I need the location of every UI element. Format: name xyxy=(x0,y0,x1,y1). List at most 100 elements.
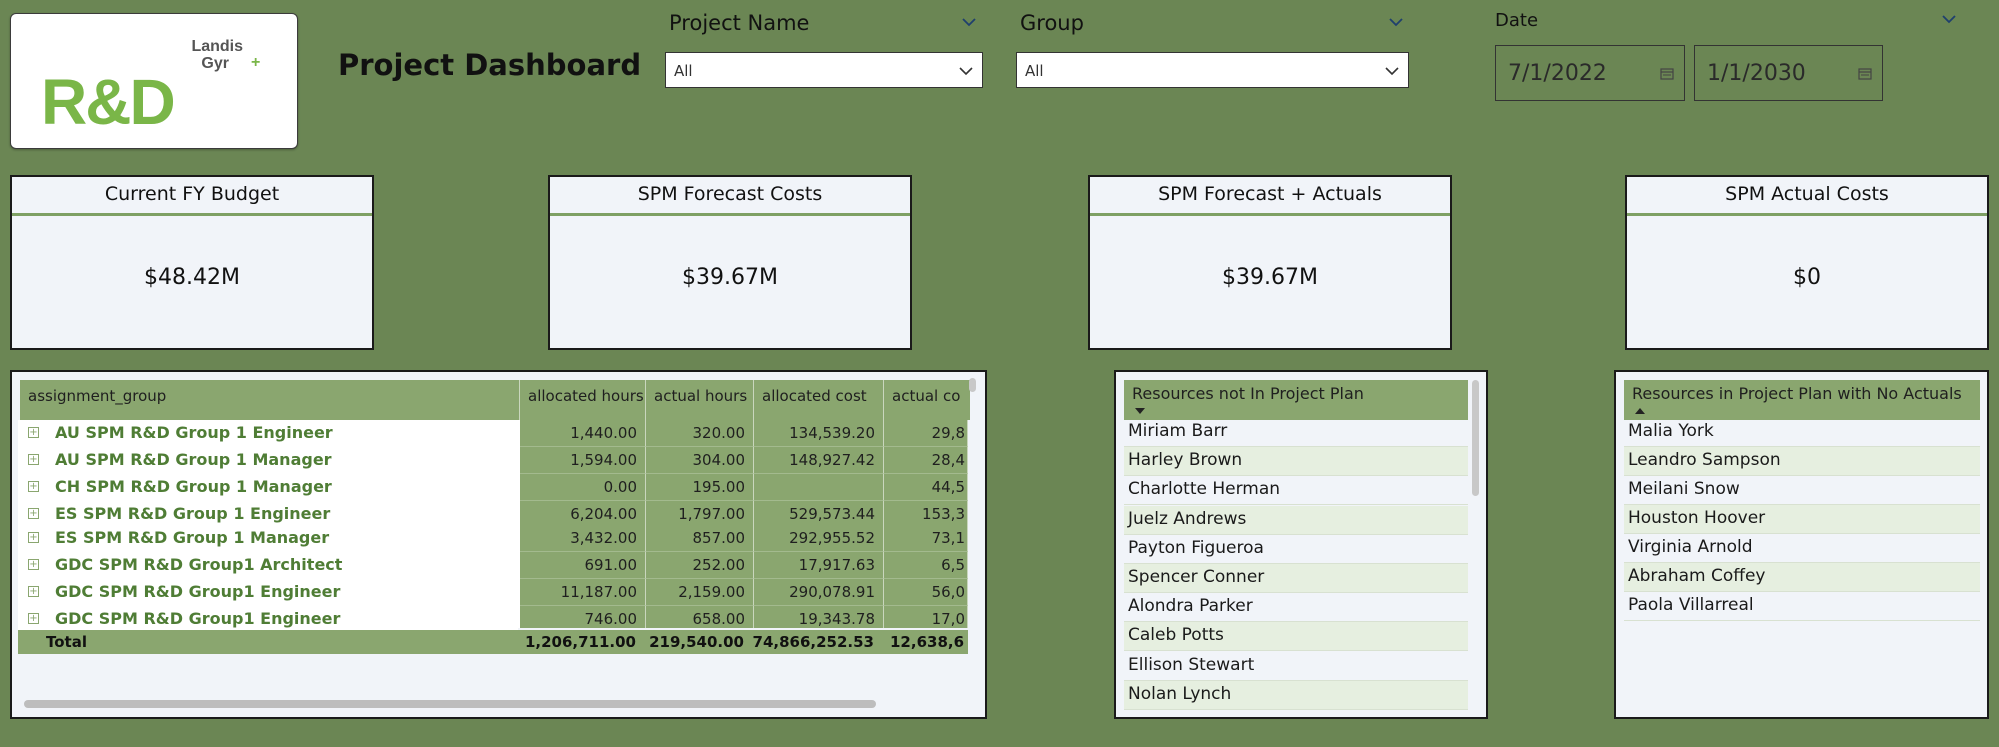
group-dropdown[interactable]: All xyxy=(1016,52,1409,88)
row-group-cell: + GDC SPM R&D Group1 Architect xyxy=(18,552,528,579)
list-vertical-scrollbar[interactable] xyxy=(1472,380,1479,496)
list-item[interactable]: Caleb Potts xyxy=(1124,622,1468,652)
expand-icon[interactable]: + xyxy=(28,586,39,597)
chevron-down-icon xyxy=(959,67,973,76)
expand-icon[interactable]: + xyxy=(28,532,39,543)
assignment-group-label: AU SPM R&D Group 1 Manager xyxy=(55,450,332,469)
list-item[interactable]: Charlotte Herman xyxy=(1124,476,1468,506)
list-item[interactable]: Juelz Andrews xyxy=(1124,505,1468,535)
allocated-cost-cell: 19,343.78 xyxy=(754,606,884,628)
assignment-group-label: GDC SPM R&D Group1 Architect xyxy=(55,555,343,574)
kpi-card-current-fy-budget: Current FY Budget $48.42M xyxy=(10,175,374,350)
list-item[interactable]: Houston Hoover xyxy=(1624,505,1980,534)
actual-hours-cell: 1,797.00 xyxy=(646,501,754,528)
expand-icon[interactable]: + xyxy=(28,427,39,438)
allocated-cost-cell xyxy=(754,474,884,501)
col-header-actual-hours[interactable]: actual hours xyxy=(646,380,754,420)
assignment-group-label: ES SPM R&D Group 1 Engineer xyxy=(55,504,331,523)
expand-icon[interactable]: + xyxy=(28,559,39,570)
assignment-group-label: GDC SPM R&D Group1 Engineer xyxy=(55,582,341,601)
col-header-allocated-cost[interactable]: allocated cost xyxy=(754,380,884,420)
list-item[interactable]: Ellison Stewart xyxy=(1124,652,1468,681)
date-label: Date xyxy=(1495,10,1539,31)
table-row[interactable]: + ES SPM R&D Group 1 Engineer 6,204.00 1,79… xyxy=(18,501,968,528)
page-title: Project Dashboard xyxy=(338,48,642,82)
matrix-body: + AU SPM R&D Group 1 Engineer 1,440.00 320.… xyxy=(18,420,968,628)
kpi-value: $48.42M xyxy=(144,265,240,290)
project-name-collapse-icon[interactable] xyxy=(962,15,976,29)
calendar-icon[interactable] xyxy=(1660,67,1674,80)
total-actual-cost: 12,638,6 xyxy=(890,633,965,651)
resources-not-in-plan-panel: Resources not In Project Plan Miriam Bar… xyxy=(1114,370,1488,719)
assignment-group-label: CH SPM R&D Group 1 Manager xyxy=(55,477,332,496)
kpi-title: Current FY Budget xyxy=(12,177,372,216)
table-row[interactable]: + AU SPM R&D Group 1 Manager 1,594.00 304.0… xyxy=(18,447,968,474)
assignment-group-label: AU SPM R&D Group 1 Engineer xyxy=(55,423,333,442)
actual-hours-cell: 304.00 xyxy=(646,447,754,474)
list-item[interactable]: Paola Villarreal xyxy=(1624,592,1980,621)
allocated-cost-cell: 292,955.52 xyxy=(754,525,884,552)
actual-hours-cell: 195.00 xyxy=(646,474,754,501)
total-actual-hours: 219,540.00 xyxy=(649,633,744,651)
expand-icon[interactable]: + xyxy=(28,613,39,624)
list-item[interactable]: Abraham Coffey xyxy=(1624,563,1980,592)
list-item[interactable]: Harley Brown xyxy=(1124,447,1468,477)
calendar-icon[interactable] xyxy=(1858,67,1872,80)
logo-brand: Landis Gyr xyxy=(191,38,243,72)
list-item[interactable]: Nolan Lynch xyxy=(1124,680,1468,710)
kpi-title: SPM Forecast Costs xyxy=(550,177,910,216)
list-item[interactable]: Alondra Parker xyxy=(1124,593,1468,623)
kpi-card-spm-actual-costs: SPM Actual Costs $0 xyxy=(1625,175,1989,350)
actual-cost-cell: 73,1 xyxy=(884,525,968,552)
kpi-title: SPM Actual Costs xyxy=(1627,177,1987,216)
row-group-cell: + GDC SPM R&D Group1 Engineer xyxy=(18,579,528,606)
table-row[interactable]: + GDC SPM R&D Group1 Engineer 746.00 658.00… xyxy=(18,606,968,628)
matrix-horizontal-scrollbar[interactable] xyxy=(24,700,876,708)
group-collapse-icon[interactable] xyxy=(1389,15,1403,29)
allocated-hours-cell: 0.00 xyxy=(520,474,646,501)
matrix-header: assignment_group allocated hours actual … xyxy=(20,380,970,420)
list-item[interactable]: Meilani Snow xyxy=(1624,476,1980,505)
actual-hours-cell: 658.00 xyxy=(646,606,754,628)
total-allocated-cost: 74,866,252.53 xyxy=(752,633,874,651)
resources-not-in-plan-header[interactable]: Resources not In Project Plan xyxy=(1124,380,1468,420)
table-row[interactable]: + GDC SPM R&D Group1 Architect 691.00 252.0… xyxy=(18,552,968,579)
actual-cost-cell: 6,5 xyxy=(884,552,968,579)
table-row[interactable]: + AU SPM R&D Group 1 Engineer 1,440.00 320.… xyxy=(18,420,968,447)
col-header-allocated-hours[interactable]: allocated hours xyxy=(520,380,646,420)
project-name-dropdown[interactable]: All xyxy=(665,52,983,88)
col-header-actual-cost[interactable]: actual co xyxy=(892,387,961,405)
assignment-group-label: ES SPM R&D Group 1 Manager xyxy=(55,528,330,547)
logo-mark: R&D xyxy=(41,66,176,138)
row-group-cell: + AU SPM R&D Group 1 Engineer xyxy=(18,420,528,447)
list-item[interactable]: Miriam Barr xyxy=(1124,418,1468,447)
list-item[interactable]: Spencer Conner xyxy=(1124,564,1468,593)
kpi-title: SPM Forecast + Actuals xyxy=(1090,177,1450,216)
list-item[interactable]: Leandro Sampson xyxy=(1624,447,1980,476)
table-row[interactable]: + GDC SPM R&D Group1 Engineer 11,187.00 2,1… xyxy=(18,579,968,606)
allocated-hours-cell: 11,187.00 xyxy=(520,579,646,606)
date-collapse-icon[interactable] xyxy=(1942,12,1956,26)
date-start-input[interactable]: 7/1/2022 xyxy=(1495,45,1685,101)
assignment-matrix: assignment_group allocated hours actual … xyxy=(10,370,987,719)
list-item[interactable]: Virginia Arnold xyxy=(1624,534,1980,563)
expand-icon[interactable]: + xyxy=(28,508,39,519)
list-item[interactable]: Malia York xyxy=(1624,418,1980,447)
actual-cost-cell: 153,3 xyxy=(884,501,968,528)
matrix-vertical-scrollbar[interactable] xyxy=(969,378,976,392)
expand-icon[interactable]: + xyxy=(28,481,39,492)
col-header-assignment-group[interactable]: assignment_group xyxy=(20,380,520,420)
total-allocated-hours: 1,206,711.00 xyxy=(524,633,636,651)
group-value: All xyxy=(1025,62,1044,80)
date-end-input[interactable]: 1/1/2030 xyxy=(1694,45,1883,101)
actual-cost-cell: 28,4 xyxy=(884,447,968,474)
resources-no-actuals-header[interactable]: Resources in Project Plan with No Actual… xyxy=(1624,380,1980,420)
expand-icon[interactable]: + xyxy=(28,454,39,465)
resources-no-actuals-panel: Resources in Project Plan with No Actual… xyxy=(1614,370,1989,719)
table-row[interactable]: + CH SPM R&D Group 1 Manager 0.00 195.00 44,… xyxy=(18,474,968,501)
table-row[interactable]: + ES SPM R&D Group 1 Manager 3,432.00 857.0… xyxy=(18,525,968,552)
actual-hours-cell: 320.00 xyxy=(646,420,754,447)
allocated-cost-cell: 148,927.42 xyxy=(754,447,884,474)
row-group-cell: + ES SPM R&D Group 1 Engineer xyxy=(18,501,528,528)
list-item[interactable]: Payton Figueroa xyxy=(1124,535,1468,564)
